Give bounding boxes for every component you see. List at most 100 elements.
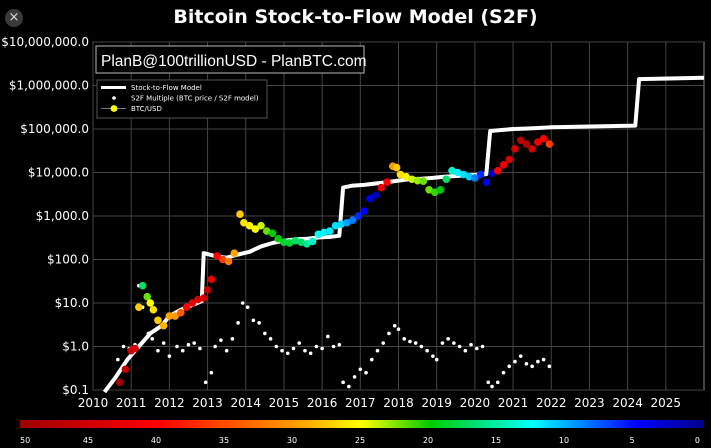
- colorbar-tick-label: 40: [151, 436, 161, 445]
- btc-point: [516, 136, 525, 145]
- colorbar-tick-label: 0: [695, 436, 700, 445]
- btc-point: [442, 175, 451, 184]
- y-tick-label: $100,000.0: [20, 122, 89, 136]
- watermark: PlanB@100trillionUSD - PlanBTC.com: [101, 53, 367, 70]
- y-tick-label: $1,000.0: [36, 209, 89, 223]
- multiple-point: [369, 357, 374, 362]
- btc-point: [115, 378, 124, 387]
- multiple-point: [285, 351, 290, 356]
- btc-point: [402, 172, 410, 181]
- multiple-point: [446, 337, 450, 341]
- multiple-point: [203, 380, 208, 385]
- close-button[interactable]: ×: [5, 9, 23, 27]
- btc-point: [159, 321, 168, 330]
- multiple-point: [347, 384, 351, 389]
- btc-point: [453, 168, 462, 177]
- btc-point: [377, 183, 386, 192]
- multiple-point: [364, 370, 368, 375]
- colorbar-tick-label: 20: [423, 436, 433, 445]
- multiple-point: [167, 354, 172, 358]
- btc-point: [471, 174, 479, 182]
- multiple-point: [530, 364, 534, 369]
- btc-point: [430, 188, 439, 197]
- multiple-point: [419, 344, 424, 349]
- multiple-point: [331, 344, 336, 349]
- multiple-point: [116, 357, 120, 362]
- multiple-point: [150, 337, 154, 341]
- y-axis: $10,000,000.0 $1,000,000.0 $100,000.0 $10,0…: [1, 35, 89, 397]
- btc-point: [154, 316, 162, 325]
- legend-label-multiple: S2F Multiple (BTC price / S2F model): [131, 95, 259, 103]
- x-tick-label: 2015: [269, 396, 300, 410]
- btc-point: [245, 221, 254, 230]
- btc-point: [325, 227, 334, 235]
- btc-point: [230, 249, 239, 257]
- x-tick-label: 2014: [230, 396, 261, 410]
- y-tick-label: $100.0: [47, 253, 89, 267]
- legend-label-model: Stock-to-Flow Model: [131, 84, 202, 92]
- multiple-point: [274, 344, 279, 349]
- btc-point: [436, 186, 445, 194]
- multiple-point: [480, 344, 485, 349]
- colorbar-tick-label: 30: [287, 436, 297, 445]
- btc-point: [257, 221, 265, 230]
- x-tick-label: 2022: [536, 396, 567, 410]
- btc-point: [465, 172, 473, 181]
- btc-point: [207, 275, 216, 284]
- multiple-point: [110, 380, 114, 385]
- multiple-point: [236, 321, 240, 325]
- multiple-point: [326, 334, 330, 339]
- y-tick-label: $10,000,000.0: [1, 35, 89, 49]
- btc-point: [425, 186, 433, 194]
- x-tick-label: 2019: [421, 396, 452, 410]
- btc-point: [343, 218, 351, 227]
- btc-point: [131, 344, 139, 353]
- btc-point: [188, 299, 197, 307]
- x-tick-label: 2016: [307, 396, 338, 410]
- colorbar-tick-label: 10: [559, 436, 569, 445]
- btc-point: [251, 225, 260, 233]
- multiple-point: [297, 341, 302, 345]
- multiple-point: [146, 331, 151, 336]
- btc-point: [236, 210, 244, 218]
- multiple-point: [303, 348, 307, 353]
- multiple-point: [161, 341, 166, 345]
- btc-point: [499, 161, 508, 169]
- y-tick-label: $10.0: [55, 296, 89, 310]
- multiple-point: [245, 305, 250, 310]
- multiple-point: [121, 344, 126, 349]
- x-tick-label: 2012: [154, 396, 185, 410]
- btc-point: [138, 281, 147, 290]
- multiple-point: [257, 321, 261, 325]
- x-tick-label: 2013: [192, 396, 223, 410]
- btc-point: [320, 228, 328, 237]
- multiple-point: [501, 370, 506, 375]
- multiple-point: [440, 341, 445, 345]
- colorbar-gradient: [20, 420, 704, 428]
- btc-point: [199, 294, 208, 302]
- multiple-point: [314, 344, 319, 349]
- multiple-point: [413, 341, 418, 345]
- btc-point: [262, 227, 271, 235]
- btc-point: [408, 175, 416, 184]
- legend: Stock-to-Flow Model S2F Multiple (BTC pr…: [96, 79, 268, 119]
- colorbar-tick-label: 25: [355, 436, 365, 445]
- btc-point: [240, 218, 248, 227]
- x-tick-label: 2025: [651, 396, 682, 410]
- multiple-point: [392, 323, 397, 328]
- x-tick-label: 2018: [383, 396, 414, 410]
- btc-point: [121, 365, 130, 374]
- multiple-point: [425, 348, 429, 353]
- multiple-point: [452, 341, 456, 345]
- btc-point: [366, 194, 374, 203]
- btc-point: [354, 212, 363, 220]
- multiple-point: [387, 331, 391, 336]
- btc-point: [482, 178, 491, 186]
- x-tick-label: 2020: [460, 396, 491, 410]
- btc-point: [413, 176, 422, 185]
- x-tick-label: 2021: [498, 396, 529, 410]
- btc-point: [291, 236, 300, 245]
- multiple-point: [469, 342, 473, 347]
- multiple-point: [198, 346, 202, 351]
- multiple-point: [263, 331, 267, 336]
